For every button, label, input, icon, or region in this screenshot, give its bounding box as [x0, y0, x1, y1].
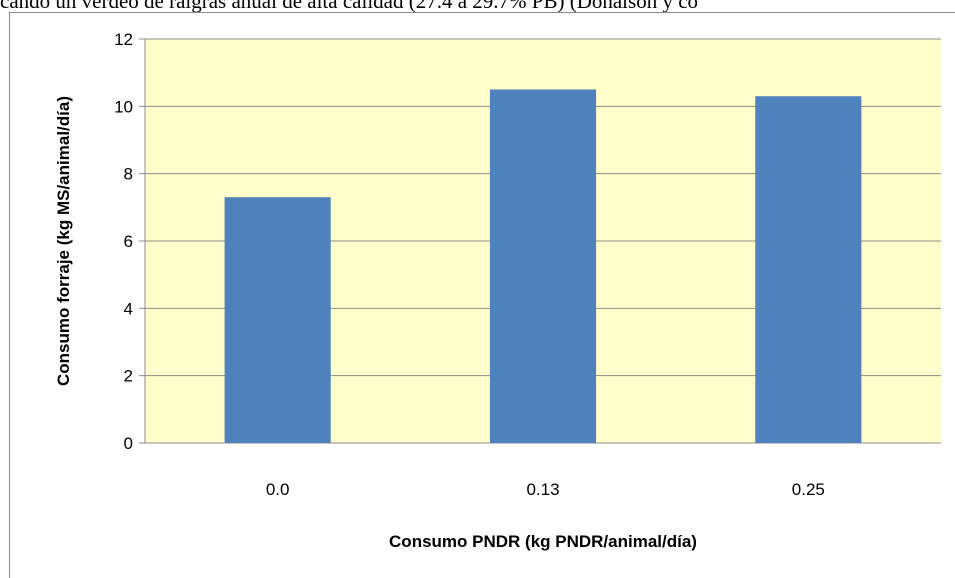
y-tick-label: 8	[124, 165, 133, 184]
y-tick-label: 10	[114, 97, 133, 116]
y-tick-label: 0	[124, 434, 133, 453]
y-axis-title: Consumo forraje (kg MS/animal/día)	[54, 96, 73, 386]
x-tick-label: 0.25	[792, 480, 825, 499]
bar	[489, 89, 597, 443]
x-tick-label: 0.13	[526, 480, 559, 499]
document-text-line: cando un verdeo de raigrás anual de alta…	[0, 0, 699, 13]
x-tick-label: 0.0	[266, 480, 290, 499]
y-tick-label: 12	[114, 30, 133, 49]
bar	[755, 96, 862, 443]
y-tick-labels: 0 2 4 6 8 10 12	[114, 30, 133, 453]
x-axis-title: Consumo PNDR (kg PNDR/animal/día)	[389, 532, 697, 551]
bar	[224, 197, 331, 443]
y-tick-label: 6	[124, 232, 133, 251]
y-tick-label: 4	[124, 299, 133, 318]
bars	[224, 89, 862, 443]
y-tick-label: 2	[124, 367, 133, 386]
x-tick-labels: 0.0 0.13 0.25	[266, 480, 825, 499]
